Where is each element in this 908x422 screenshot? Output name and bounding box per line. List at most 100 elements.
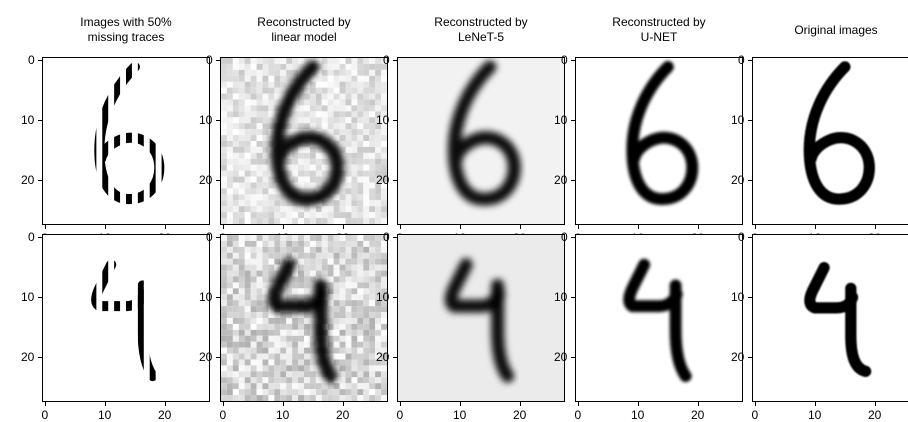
digit-stroke-4-1 (137, 280, 158, 382)
column-title-line: linear model (271, 30, 337, 44)
y-tick-mark (393, 296, 397, 298)
x-tick-mark (399, 402, 401, 406)
y-tick-mark (393, 59, 397, 61)
column-title-line: Images with 50% (80, 15, 172, 29)
column-title-1: Images with 50% missing traces (41, 15, 211, 45)
y-tick-mark (748, 296, 752, 298)
x-tick-mark (519, 225, 521, 229)
x-tick-mark (164, 225, 166, 229)
column-title-line: LeNeT-5 (457, 30, 505, 44)
x-tick-mark (519, 402, 521, 406)
y-tick-label: 20 (554, 173, 568, 187)
y-tick-label: 0 (28, 53, 35, 67)
x-tick-label: 20 (158, 408, 172, 422)
noise-background (221, 235, 387, 401)
y-tick-mark (216, 119, 220, 121)
y-tick-mark (216, 356, 220, 358)
y-tick-mark (571, 59, 575, 61)
x-tick-mark (577, 402, 579, 406)
x-tick-mark (874, 402, 876, 406)
x-tick-mark (697, 225, 699, 229)
x-tick-label: 20 (868, 408, 882, 422)
y-tick-mark (748, 119, 752, 121)
x-tick-mark (637, 225, 639, 229)
y-tick-mark (216, 179, 220, 181)
y-tick-mark (571, 236, 575, 238)
y-tick-label: 10 (731, 290, 745, 304)
column-title-4: Reconstructed by U-NET (574, 15, 744, 45)
y-tick-mark (216, 236, 220, 238)
panel-unet-4 (575, 234, 743, 402)
x-tick-mark (342, 402, 344, 406)
digit-image (91, 259, 158, 382)
panel-orig-4 (752, 234, 908, 402)
y-tick-label: 10 (199, 113, 213, 127)
y-tick-label: 10 (554, 113, 568, 127)
digit-stroke-4-1 (313, 278, 338, 383)
y-tick-label: 20 (21, 350, 35, 364)
digit-image (398, 235, 564, 401)
y-tick-mark (38, 179, 42, 181)
y-tick-label: 20 (731, 173, 745, 187)
digit-stroke-6-0 (626, 60, 699, 206)
digit-stroke-6-0 (270, 60, 345, 206)
y-tick-mark (216, 296, 220, 298)
x-tick-label: 10 (808, 408, 822, 422)
column-title-line: missing traces (87, 30, 165, 44)
y-tick-mark (38, 59, 42, 61)
y-tick-mark (38, 236, 42, 238)
y-tick-mark (571, 356, 575, 358)
x-tick-label: 20 (336, 408, 350, 422)
digit-stroke-6-0 (803, 61, 875, 205)
x-tick-mark (44, 402, 46, 406)
x-tick-mark (814, 225, 816, 229)
x-tick-mark (814, 402, 816, 406)
panel-masked-6 (42, 57, 210, 225)
y-tick-label: 20 (199, 350, 213, 364)
y-tick-label: 0 (738, 53, 745, 67)
y-tick-label: 10 (376, 113, 390, 127)
digit-image (803, 61, 875, 205)
digit-stroke-6-0 (94, 61, 165, 205)
digit-stroke-4-1 (669, 279, 692, 383)
x-tick-mark (754, 225, 756, 229)
y-tick-label: 20 (376, 173, 390, 187)
y-tick-label: 0 (383, 230, 390, 244)
panel-masked-4 (42, 234, 210, 402)
x-tick-mark (459, 225, 461, 229)
y-tick-mark (38, 119, 42, 121)
x-tick-mark (282, 402, 284, 406)
digit-stroke-4-1 (491, 278, 515, 383)
panel-lenet-4 (397, 234, 565, 402)
y-tick-mark (38, 296, 42, 298)
x-tick-label: 10 (98, 408, 112, 422)
panel-linear-4 (220, 234, 388, 402)
column-title-line: Reconstructed by (612, 15, 706, 29)
x-tick-label: 0 (219, 408, 227, 422)
y-tick-label: 0 (738, 230, 745, 244)
y-tick-mark (216, 59, 220, 61)
x-tick-label: 20 (513, 408, 527, 422)
y-tick-mark (748, 179, 752, 181)
y-tick-mark (38, 356, 42, 358)
digit-image (221, 235, 387, 401)
column-title-line: Reconstructed by (434, 15, 528, 29)
x-tick-mark (697, 402, 699, 406)
panel-orig-6 (752, 57, 908, 225)
y-tick-mark (393, 179, 397, 181)
column-title-2: Reconstructed by linear model (219, 15, 389, 45)
y-tick-label: 0 (206, 230, 213, 244)
y-tick-mark (393, 119, 397, 121)
y-tick-label: 10 (376, 290, 390, 304)
x-tick-label: 10 (631, 408, 645, 422)
digit-image (94, 61, 165, 205)
digit-image (398, 58, 564, 224)
x-tick-label: 0 (574, 408, 582, 422)
x-tick-mark (222, 402, 224, 406)
x-tick-mark (44, 225, 46, 229)
y-tick-mark (748, 236, 752, 238)
panel-lenet-6 (397, 57, 565, 225)
column-title-line: Reconstructed by (257, 15, 351, 29)
x-tick-mark (754, 402, 756, 406)
y-tick-mark (748, 356, 752, 358)
